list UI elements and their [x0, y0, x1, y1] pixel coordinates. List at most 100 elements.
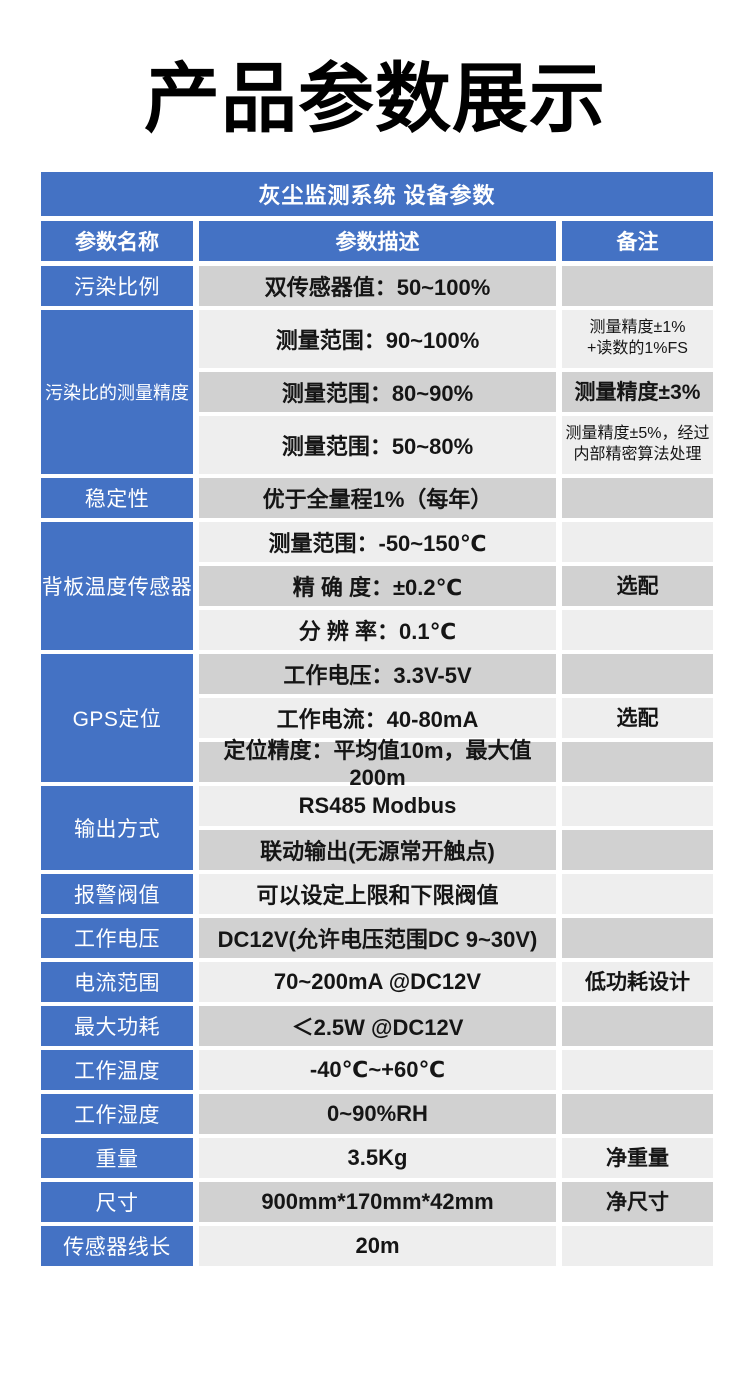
param-note-cell [562, 830, 713, 871]
param-groups: 污染比例 双传感器值：50~100% 污染比的测量精度 测量范围：90~100% 测量精… [41, 266, 713, 1267]
table-row: 工作电压：3.3V-5V [199, 654, 713, 695]
param-desc-cell: 测量范围：-50~150℃ [199, 522, 556, 563]
param-group: 工作湿度 0~90%RH [41, 1094, 713, 1135]
param-note-cell [562, 478, 713, 519]
param-rows: 0~90%RH [199, 1094, 713, 1135]
param-rows: 20m [199, 1226, 713, 1267]
param-desc-cell: 工作电流：40-80mA [199, 698, 556, 739]
param-desc-cell: 优于全量程1%（每年） [199, 478, 556, 519]
spec-table: 灰尘监测系统 设备参数 参数名称 参数描述 备注 污染比例 双传感器值：50~10… [41, 172, 713, 1267]
page-title: 产品参数展示 [144, 57, 606, 142]
table-row: DC12V(允许电压范围DC 9~30V) [199, 918, 713, 959]
table-row: 工作电流：40-80mA 选配 [199, 698, 713, 739]
param-name-cell: 背板温度传感器 [41, 522, 193, 651]
param-group: 最大功耗 ＜2.5W @DC12V [41, 1006, 713, 1047]
param-name-cell: 尺寸 [41, 1182, 193, 1223]
param-rows: 工作电压：3.3V-5V 工作电流：40-80mA 选配 定位精度：平均值10m，最大… [199, 654, 713, 790]
column-header-desc: 参数描述 [199, 221, 556, 262]
param-name-cell: 工作电压 [41, 918, 193, 959]
param-rows: 双传感器值：50~100% [199, 266, 713, 307]
param-desc-cell: ＜2.5W @DC12V [199, 1006, 556, 1047]
table-row: 3.5Kg 净重量 [199, 1138, 713, 1179]
param-note-cell [562, 874, 713, 915]
param-note-cell: 净尺寸 [562, 1182, 713, 1223]
param-note-cell: 选配 [562, 566, 713, 607]
param-note-cell [562, 918, 713, 959]
param-name-cell: 重量 [41, 1138, 193, 1179]
param-desc-cell: 联动输出(无源常开触点) [199, 830, 556, 871]
param-note-cell [562, 654, 713, 695]
param-name-cell: 稳定性 [41, 478, 193, 519]
param-note-cell [562, 742, 713, 783]
table-row: 测量范围：80~90% 测量精度±3% [199, 372, 713, 413]
param-note-cell: 测量精度±5%，经过 内部精密算法处理 [562, 416, 713, 475]
param-group: 工作温度 -40℃~+60℃ [41, 1050, 713, 1091]
param-note-cell [562, 522, 713, 563]
param-group: 污染比的测量精度 测量范围：90~100% 测量精度±1% +读数的1%FS 测量范围… [41, 310, 713, 475]
param-rows: -40℃~+60℃ [199, 1050, 713, 1091]
param-note-cell [562, 1050, 713, 1091]
param-group: GPS定位 工作电压：3.3V-5V 工作电流：40-80mA 选配 定位精度：平均值1… [41, 654, 713, 790]
table-row: -40℃~+60℃ [199, 1050, 713, 1091]
param-note-cell: 测量精度±1% +读数的1%FS [562, 310, 713, 369]
param-group: 电流范围 70~200mA @DC12V 低功耗设计 [41, 962, 713, 1003]
table-row: 优于全量程1%（每年） [199, 478, 713, 519]
param-group: 传感器线长 20m [41, 1226, 713, 1267]
param-name-cell: GPS定位 [41, 654, 193, 783]
param-name-cell: 输出方式 [41, 786, 193, 871]
param-name-cell: 工作温度 [41, 1050, 193, 1091]
table-row: ＜2.5W @DC12V [199, 1006, 713, 1047]
param-name-cell: 报警阀值 [41, 874, 193, 915]
table-row: 测量范围：90~100% 测量精度±1% +读数的1%FS [199, 310, 713, 369]
param-desc-cell: DC12V(允许电压范围DC 9~30V) [199, 918, 556, 959]
param-group: 工作电压 DC12V(允许电压范围DC 9~30V) [41, 918, 713, 959]
table-row: 70~200mA @DC12V 低功耗设计 [199, 962, 713, 1003]
param-desc-cell: 测量范围：90~100% [199, 310, 556, 369]
column-header-name: 参数名称 [41, 221, 193, 262]
param-group: 背板温度传感器 测量范围：-50~150℃ 精 确 度：±0.2℃ 选配分 辨 率：0… [41, 522, 713, 651]
param-desc-cell: 工作电压：3.3V-5V [199, 654, 556, 695]
param-name-cell: 工作湿度 [41, 1094, 193, 1135]
table-row: 定位精度：平均值10m，最大值200m [199, 738, 713, 790]
param-group: 报警阀值 可以设定上限和下限阀值 [41, 874, 713, 915]
table-column-header-row: 参数名称 参数描述 备注 [41, 221, 713, 262]
table-title-bar: 灰尘监测系统 设备参数 [41, 172, 713, 217]
param-name-cell: 传感器线长 [41, 1226, 193, 1267]
table-row: 测量范围：50~80% 测量精度±5%，经过 内部精密算法处理 [199, 416, 713, 475]
param-rows: 900mm*170mm*42mm 净尺寸 [199, 1182, 713, 1223]
param-name-cell: 污染比的测量精度 [41, 310, 193, 475]
table-row: 900mm*170mm*42mm 净尺寸 [199, 1182, 713, 1223]
param-desc-cell: 分 辨 率：0.1℃ [199, 610, 556, 651]
param-note-cell: 测量精度±3% [562, 372, 713, 413]
param-desc-cell: 双传感器值：50~100% [199, 266, 556, 307]
param-desc-cell: 20m [199, 1226, 556, 1267]
param-name-cell: 最大功耗 [41, 1006, 193, 1047]
param-desc-cell: 70~200mA @DC12V [199, 962, 556, 1003]
param-name-cell: 电流范围 [41, 962, 193, 1003]
table-row: 可以设定上限和下限阀值 [199, 874, 713, 915]
param-desc-cell: RS485 Modbus [199, 786, 556, 827]
param-rows: 70~200mA @DC12V 低功耗设计 [199, 962, 713, 1003]
param-note-cell [562, 610, 713, 651]
param-desc-cell: 定位精度：平均值10m，最大值200m [199, 738, 556, 790]
param-rows: ＜2.5W @DC12V [199, 1006, 713, 1047]
table-row: 精 确 度：±0.2℃ 选配 [199, 566, 713, 607]
param-rows: 可以设定上限和下限阀值 [199, 874, 713, 915]
table-row: 测量范围：-50~150℃ [199, 522, 713, 563]
param-note-cell: 选配 [562, 698, 713, 739]
param-rows: 优于全量程1%（每年） [199, 478, 713, 519]
param-name-cell: 污染比例 [41, 266, 193, 307]
param-note-cell [562, 1226, 713, 1267]
param-rows: 3.5Kg 净重量 [199, 1138, 713, 1179]
table-row: 双传感器值：50~100% [199, 266, 713, 307]
param-desc-cell: 3.5Kg [199, 1138, 556, 1179]
param-desc-cell: 900mm*170mm*42mm [199, 1182, 556, 1223]
param-rows: RS485 Modbus 联动输出(无源常开触点) [199, 786, 713, 871]
param-group: 污染比例 双传感器值：50~100% [41, 266, 713, 307]
param-note-cell: 低功耗设计 [562, 962, 713, 1003]
param-desc-cell: 0~90%RH [199, 1094, 556, 1135]
param-desc-cell: 精 确 度：±0.2℃ [199, 566, 556, 607]
param-group: 重量 3.5Kg 净重量 [41, 1138, 713, 1179]
table-row: 分 辨 率：0.1℃ [199, 610, 713, 651]
param-rows: 测量范围：-50~150℃ 精 确 度：±0.2℃ 选配分 辨 率：0.1℃ [199, 522, 713, 651]
